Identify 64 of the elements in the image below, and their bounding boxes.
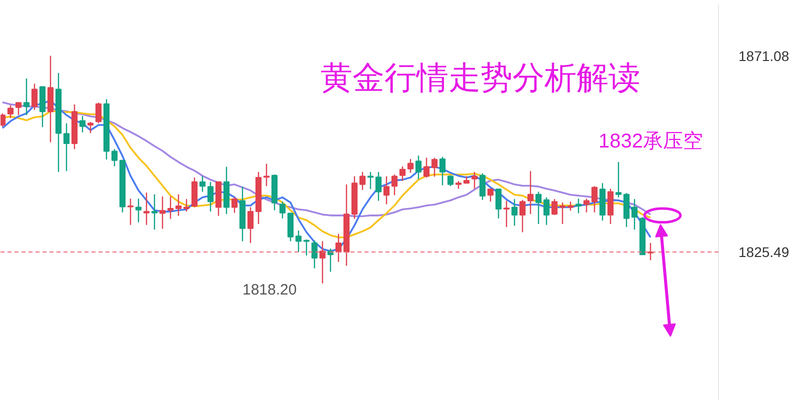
candlestick: [207, 181, 214, 212]
candlestick: [111, 148, 118, 167]
candlestick: [511, 198, 518, 226]
y-tick-label: 1871.08: [738, 48, 790, 64]
candlestick: [367, 171, 374, 190]
candlestick: [503, 200, 510, 228]
candlestick: [383, 176, 390, 205]
candlestick: [199, 176, 206, 192]
candlestick: [79, 115, 86, 133]
candlestick: [559, 202, 566, 225]
candlestick: [471, 171, 478, 190]
candlestick: [519, 199, 526, 233]
text: 黄金行情走势分析解读: [320, 60, 640, 96]
candlestick: [407, 158, 414, 174]
candlestick: [487, 188, 494, 202]
annotation: 1832承压空: [598, 130, 703, 152]
candlestick: [247, 206, 254, 244]
candlestick: [95, 102, 102, 124]
candlestick: [63, 122, 70, 172]
candlestick: [439, 156, 446, 186]
candlestick: [527, 170, 534, 215]
candlestick: [583, 198, 590, 213]
candlestick: [335, 233, 342, 262]
candlestick: [311, 240, 318, 269]
candlestick: [167, 196, 174, 220]
candlestick: [151, 194, 158, 230]
y-tick-label: 1825.49: [738, 244, 790, 260]
candlestick: [319, 240, 326, 284]
candlestick: [287, 212, 294, 242]
candlestick: [591, 186, 598, 213]
candlestick: [535, 191, 542, 225]
candlestick: [607, 188, 614, 225]
candlestick: [575, 198, 582, 214]
candlestick: [7, 104, 14, 119]
candlestick: [415, 154, 422, 180]
candlestick: [375, 171, 382, 202]
candlestick: [231, 196, 238, 214]
candlestick: [0, 112, 6, 128]
candlestick: [295, 230, 302, 253]
candlestick: [391, 174, 398, 196]
candlestick: [423, 157, 430, 178]
candlestick: [159, 196, 166, 230]
candlestick: [127, 198, 134, 226]
candlestick: [479, 172, 486, 201]
candlestick: [87, 121, 94, 134]
candlestick: [175, 194, 182, 216]
candlestick: [399, 166, 406, 182]
candlestick: [431, 157, 438, 178]
candlestick: [143, 192, 150, 226]
candlestick: [495, 188, 502, 220]
candlestick: [279, 201, 286, 220]
candlestick: [31, 83, 38, 111]
candlestick: [263, 163, 270, 187]
candlestick: [135, 198, 142, 223]
annotation: 1818.20: [242, 282, 297, 298]
candlestick: [359, 171, 366, 191]
candlestick: [15, 102, 22, 116]
candlestick: [183, 198, 190, 212]
candlestick: [631, 198, 638, 230]
candlestick: [551, 198, 558, 216]
candlestick: [567, 201, 574, 212]
candlestick: [543, 196, 550, 226]
candlestick: [615, 161, 622, 198]
candlestick: [23, 78, 30, 116]
